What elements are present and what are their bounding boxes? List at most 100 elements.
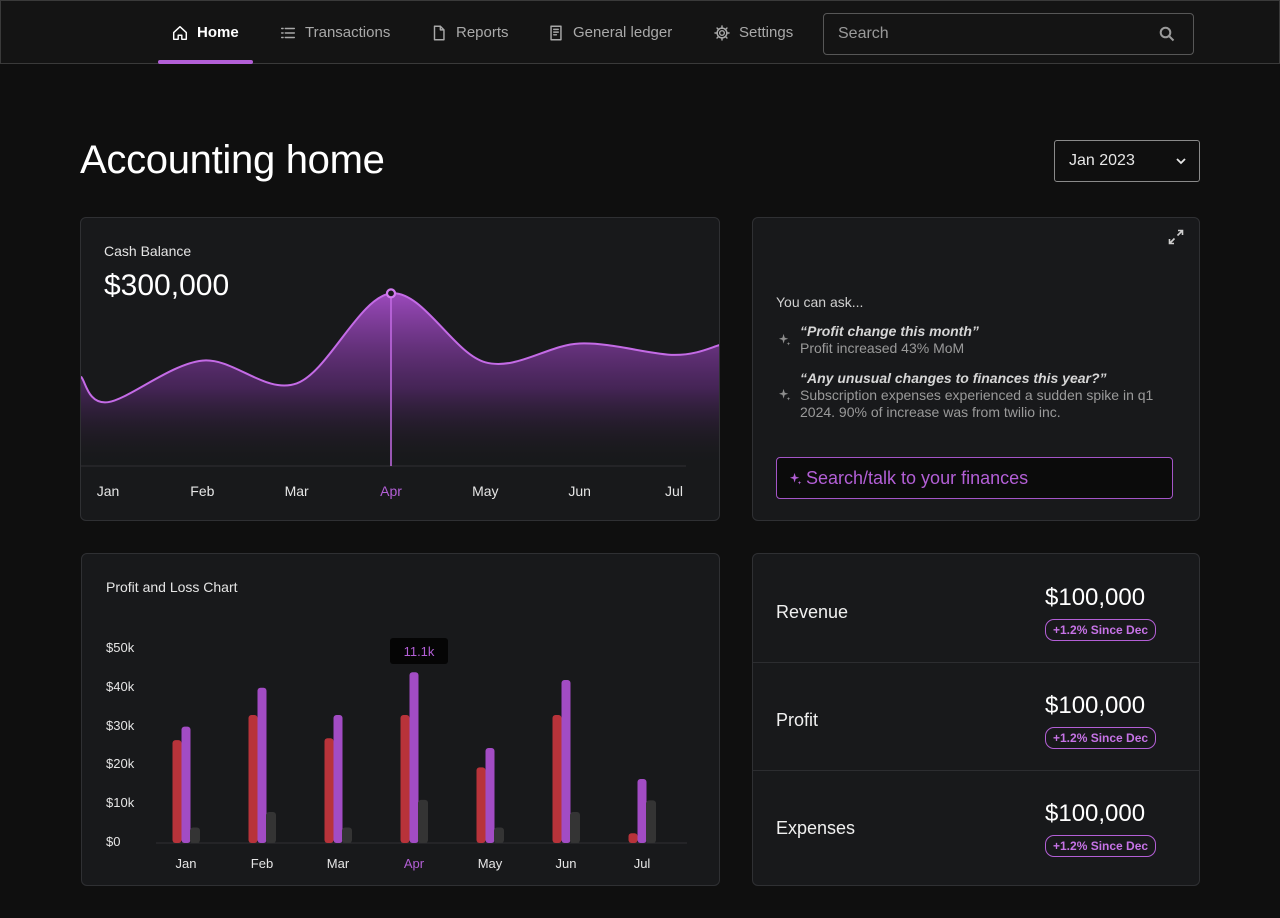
suggestion-item[interactable]: “Profit change this month” Profit increa… — [776, 323, 1176, 357]
cash-balance-label: Cash Balance — [104, 243, 192, 259]
x-tick-label: Jul — [633, 856, 651, 871]
metric-value: $100,000 — [1045, 800, 1146, 827]
sparkle-icon — [789, 472, 802, 485]
pnl-bar[interactable] — [266, 811, 276, 843]
nav-item-reports-label: Reports — [456, 24, 509, 41]
x-tick-label: Jun — [555, 856, 577, 871]
date-select-value: Jan 2023 — [1069, 152, 1135, 169]
ask-assistant-card: You can ask... “Profit change this month… — [752, 217, 1200, 521]
document-icon — [433, 25, 445, 40]
x-tick-label: May — [477, 856, 503, 871]
nav-item-home-label: Home — [197, 24, 239, 41]
ask-intro-text: You can ask... — [776, 294, 864, 310]
metric-value: $100,000 — [1045, 584, 1146, 611]
x-tick-label: Jul — [665, 483, 683, 499]
profit-loss-chart — [156, 672, 687, 844]
pnl-bar[interactable] — [333, 714, 343, 843]
metric-name: Expenses — [776, 818, 856, 838]
finance-chat-input[interactable]: Search/talk to your finances — [776, 457, 1173, 499]
x-tick-label: Jan — [96, 483, 120, 499]
search-placeholder: Search — [838, 25, 889, 42]
search-input[interactable]: Search — [823, 13, 1194, 55]
pnl-bar[interactable] — [181, 726, 191, 843]
metric-value: $100,000 — [1045, 692, 1146, 719]
nav-item-settings-label: Settings — [739, 24, 794, 41]
profit-loss-card: Profit and Loss Chart $50k $40k $30k $20k $1… — [81, 553, 720, 886]
x-tick-label: Mar — [326, 856, 350, 871]
cash-balance-chart — [81, 288, 719, 467]
search-icon[interactable] — [1159, 26, 1175, 42]
x-tick-label: Apr — [403, 856, 425, 871]
y-tick-label: $50k — [106, 640, 135, 655]
y-tick-label: $40k — [106, 678, 135, 694]
pnl-bar[interactable] — [494, 827, 504, 843]
metric-change-badge: +1.2% Since Dec — [1045, 727, 1157, 749]
suggestion-question: “Any unusual changes to finances this ye… — [800, 370, 1107, 386]
y-tick-label: $10k — [106, 795, 135, 811]
cash-balance-value: $300,000 — [104, 269, 230, 302]
sparkle-icon — [778, 388, 791, 401]
home-icon — [172, 25, 188, 40]
x-tick-label: May — [472, 483, 499, 499]
suggestion-question: “Profit change this month” — [800, 323, 979, 339]
suggestion-item[interactable]: “Any unusual changes to finances this ye… — [776, 370, 1176, 421]
y-tick-label: $20k — [106, 756, 135, 772]
x-tick-label: Jun — [568, 483, 591, 499]
nav-item-transactions[interactable]: Transactions — [279, 1, 390, 64]
ledger-icon — [550, 25, 562, 40]
metrics-card: Revenue $100,000 +1.2% Since Dec Profit … — [752, 553, 1200, 886]
nav-item-reports[interactable]: Reports — [430, 1, 509, 64]
pnl-bar[interactable] — [248, 714, 258, 843]
pnl-bar[interactable] — [552, 714, 562, 843]
sparkle-icon — [778, 333, 791, 346]
cash-balance-card: Cash Balance $300,000 Jan Feb Mar Apr May Jun… — [80, 217, 720, 521]
date-period-select[interactable]: Jan 2023 — [1054, 140, 1200, 182]
y-tick-label: $30k — [106, 717, 135, 733]
profit-loss-title: Profit and Loss Chart — [106, 579, 238, 595]
nav-item-settings[interactable]: Settings — [713, 1, 793, 64]
x-tick-label: Apr — [380, 483, 402, 499]
pnl-bar[interactable] — [476, 767, 486, 843]
suggestion-answer: Subscription expenses experienced a sudd… — [800, 387, 1154, 420]
top-navigation-bar: Home Transactions Reports General ledger… — [0, 0, 1280, 64]
nav-item-general-ledger[interactable]: General ledger — [547, 1, 672, 64]
suggestion-answer: Profit increased 43% MoM — [800, 340, 965, 356]
nav-item-general-ledger-label: General ledger — [573, 24, 673, 41]
pnl-bar[interactable] — [637, 778, 647, 843]
pnl-bar[interactable] — [342, 827, 352, 843]
metric-name: Profit — [776, 710, 819, 730]
pnl-bar[interactable] — [190, 827, 200, 843]
pnl-bar[interactable] — [324, 738, 334, 843]
chevron-down-icon — [1176, 158, 1186, 165]
pnl-bar[interactable] — [409, 672, 419, 843]
gear-icon — [714, 24, 730, 41]
x-tick-label: Jan — [175, 856, 197, 871]
nav-item-transactions-label: Transactions — [305, 24, 391, 41]
pnl-bar[interactable] — [485, 747, 495, 843]
list-icon — [280, 27, 296, 38]
metric-row-expenses: Expenses $100,000 +1.2% Since Dec — [753, 770, 1199, 878]
pnl-bar[interactable] — [561, 680, 571, 843]
x-tick-label: Feb — [190, 483, 215, 499]
pnl-bar[interactable] — [257, 687, 267, 843]
pnl-bar[interactable] — [646, 800, 656, 843]
expand-icon[interactable] — [1167, 228, 1185, 246]
metric-change-badge: +1.2% Since Dec — [1045, 619, 1157, 641]
pnl-bar[interactable] — [400, 714, 410, 843]
metric-row-revenue: Revenue $100,000 +1.2% Since Dec — [753, 554, 1199, 663]
cash-area-fill — [81, 293, 719, 466]
metric-change-badge: +1.2% Since Dec — [1045, 835, 1157, 857]
pnl-bar[interactable] — [628, 833, 638, 843]
chart-tooltip: 11.1k — [390, 638, 448, 664]
pnl-bar[interactable] — [570, 811, 580, 843]
metric-name: Revenue — [776, 602, 849, 622]
x-tick-label: Mar — [284, 483, 309, 499]
pnl-bar[interactable] — [172, 740, 182, 843]
nav-item-home[interactable]: Home — [171, 1, 239, 64]
pnl-bar[interactable] — [418, 799, 428, 843]
finance-chat-placeholder: Search/talk to your finances — [806, 467, 1029, 488]
y-tick-label: $0 — [106, 834, 121, 849]
metric-row-profit: Profit $100,000 +1.2% Since Dec — [753, 662, 1199, 771]
cash-highlight-point[interactable] — [385, 288, 397, 299]
active-tab-indicator — [158, 60, 253, 64]
